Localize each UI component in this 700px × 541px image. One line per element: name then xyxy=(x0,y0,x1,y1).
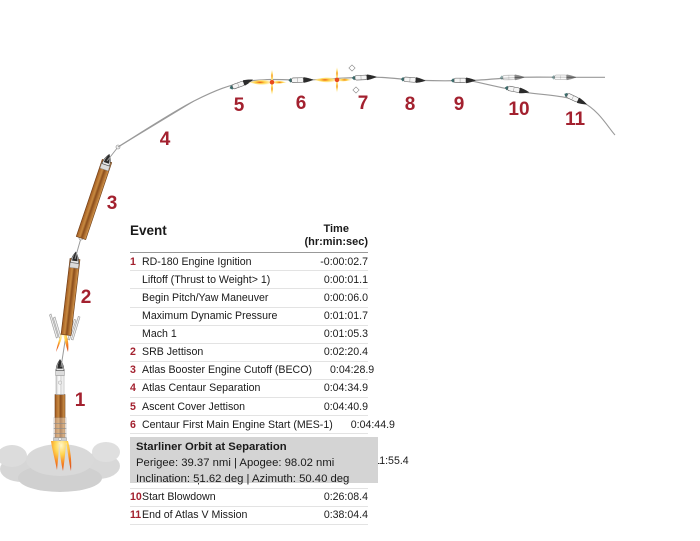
svg-text:8: 8 xyxy=(405,94,416,115)
svg-text:3: 3 xyxy=(107,193,118,214)
svg-text:7: 7 xyxy=(358,93,369,114)
svg-text:10: 10 xyxy=(508,99,529,120)
svg-text:6: 6 xyxy=(296,93,307,114)
svg-text:11: 11 xyxy=(565,109,586,130)
svg-text:9: 9 xyxy=(454,94,465,115)
svg-text:4: 4 xyxy=(160,129,171,150)
svg-text:5: 5 xyxy=(234,95,245,116)
svg-text:1: 1 xyxy=(75,390,86,411)
svg-text:2: 2 xyxy=(81,287,92,308)
